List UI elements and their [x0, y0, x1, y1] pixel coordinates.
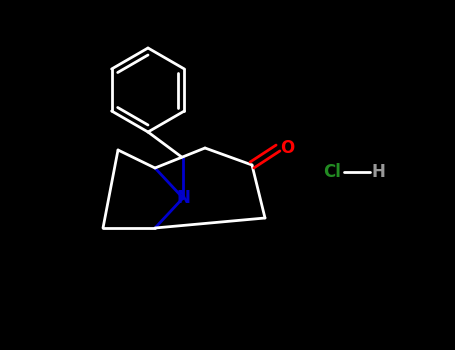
Text: O: O	[280, 139, 294, 157]
Text: H: H	[371, 163, 385, 181]
Text: N: N	[176, 189, 190, 207]
Text: Cl: Cl	[323, 163, 341, 181]
